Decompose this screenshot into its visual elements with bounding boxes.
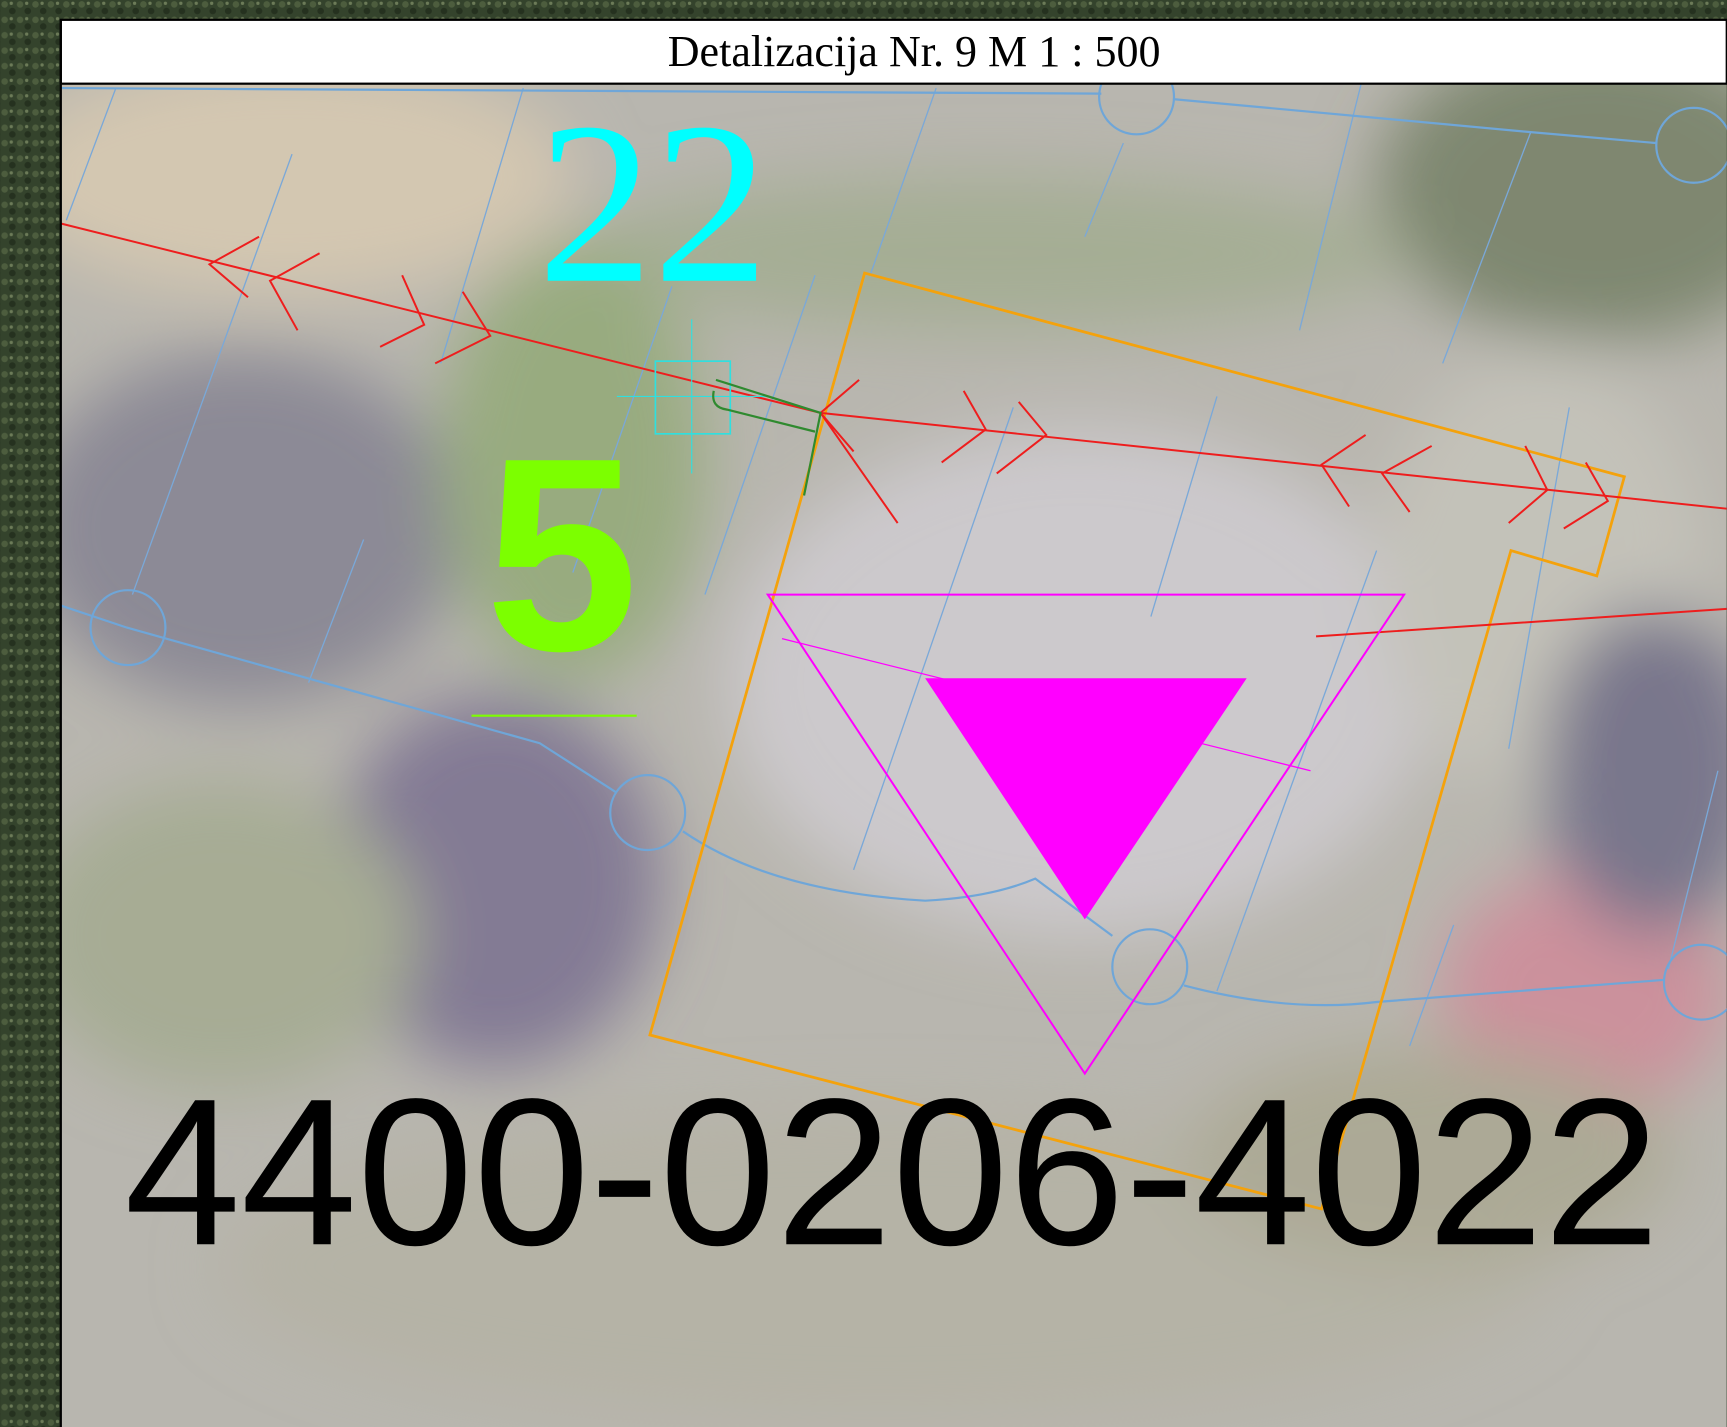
cadastral-number: 4400-0206-4022 <box>124 1056 1659 1289</box>
map-view: Detalizacija Nr. 9 M 1 : 500 22 5 4400-0… <box>0 0 1727 1427</box>
map-title: Detalizacija Nr. 9 M 1 : 500 <box>668 27 1161 76</box>
block-number: 5 <box>485 402 638 709</box>
page: Detalizacija Nr. 9 M 1 : 500 22 5 4400-0… <box>0 0 1727 1427</box>
parcel-number: 22 <box>538 76 769 332</box>
